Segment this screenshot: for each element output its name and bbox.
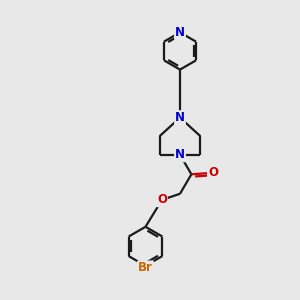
Text: N: N [175,111,185,124]
Text: N: N [175,148,185,161]
Text: N: N [175,26,185,39]
Text: O: O [157,193,167,206]
Text: Br: Br [138,261,153,274]
Text: O: O [208,166,218,179]
